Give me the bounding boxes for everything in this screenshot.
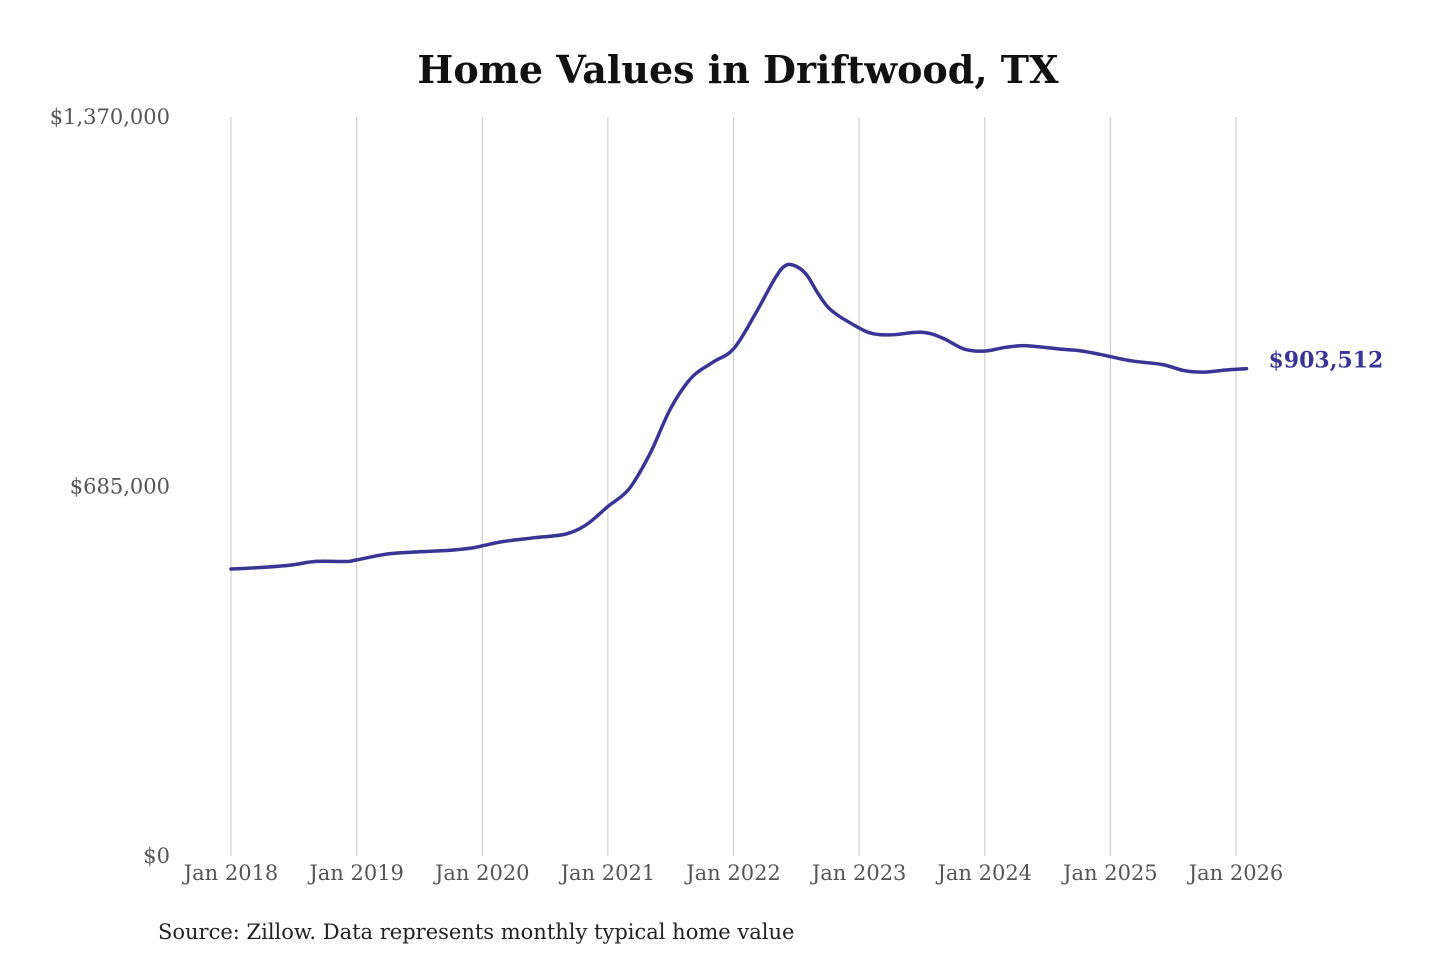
gridlines <box>230 117 1237 856</box>
x-tick-label: Jan 2018 <box>182 861 279 885</box>
x-tick-label: Jan 2020 <box>433 861 530 885</box>
x-tick-label: Jan 2026 <box>1187 861 1284 885</box>
y-tick-label: $1,370,000 <box>50 105 170 129</box>
chart-title: Home Values in Driftwood, TX <box>417 47 1059 92</box>
y-tick-label: $685,000 <box>70 475 170 499</box>
x-tick-label: Jan 2022 <box>684 861 781 885</box>
x-tick-label: Jan 2024 <box>935 861 1032 885</box>
end-value-label: $903,512 <box>1268 348 1383 374</box>
y-axis: $0 $685,000 $1,370,000 <box>50 105 170 868</box>
series-line <box>229 262 1249 571</box>
x-tick-label: Jan 2019 <box>307 861 404 885</box>
x-axis: Jan 2018 Jan 2019 Jan 2020 Jan 2021 Jan 2022… <box>182 861 1284 885</box>
x-tick-label: Jan 2023 <box>810 861 907 885</box>
source-note: Source: Zillow. Data represents monthly … <box>158 920 794 944</box>
x-tick-label: Jan 2025 <box>1061 861 1158 885</box>
series-layer <box>229 262 1249 571</box>
y-tick-label: $0 <box>143 844 170 868</box>
x-tick-label: Jan 2021 <box>559 861 656 885</box>
